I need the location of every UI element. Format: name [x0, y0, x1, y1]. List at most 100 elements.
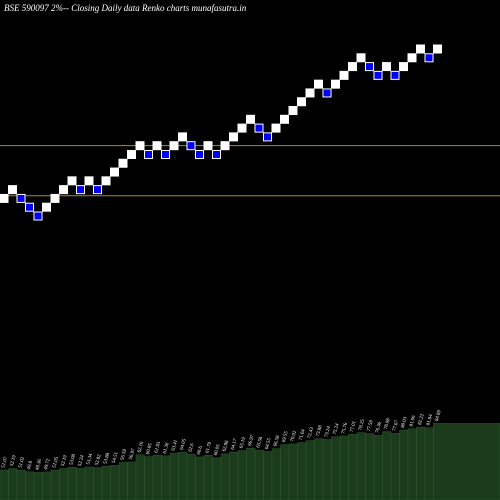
lower-bar: [433, 423, 500, 500]
lower-bar: [229, 451, 239, 500]
down-brick: [144, 149, 153, 159]
lower-bar: [186, 453, 196, 500]
down-brick: [195, 149, 204, 159]
lower-bar: [59, 468, 69, 500]
lower-bar: [220, 453, 230, 500]
lower-label: 62.16: [137, 441, 145, 454]
lower-bar: [33, 472, 43, 500]
up-brick: [118, 158, 128, 168]
lower-label: 51.02: [18, 456, 26, 469]
up-brick: [0, 193, 9, 203]
lower-bar: [93, 467, 103, 500]
lower-label: 64.55: [265, 437, 273, 450]
up-brick: [305, 88, 315, 98]
lower-bar: [135, 454, 145, 500]
down-brick: [186, 141, 196, 151]
lower-bar: [161, 455, 171, 500]
lower-label: 65.58: [256, 436, 264, 449]
lower-label: 77.67: [392, 419, 400, 432]
lower-bar: [407, 428, 417, 500]
lower-bar: [101, 465, 111, 500]
lower-bar: [314, 438, 324, 500]
up-brick: [271, 123, 281, 133]
lower-bar: [280, 444, 290, 500]
lower-bar: [118, 462, 128, 500]
down-brick: [33, 211, 43, 221]
up-brick: [382, 62, 391, 72]
up-brick: [42, 202, 51, 212]
lower-bar: [152, 454, 162, 500]
lower-bar: [84, 466, 94, 500]
up-brick: [288, 106, 298, 116]
lower-bar: [144, 456, 154, 500]
lower-bar: [42, 471, 52, 500]
lower-label: 77.58: [367, 419, 375, 432]
down-brick: [25, 202, 34, 212]
lower-label: 82.22: [418, 413, 426, 426]
down-brick: [424, 53, 434, 63]
up-brick: [246, 114, 255, 124]
lower-label: 84.89: [435, 409, 443, 422]
up-brick: [101, 176, 111, 186]
lower-label: 64.17: [231, 438, 239, 451]
lower-label: 81.06: [409, 415, 417, 428]
lower-bar: [169, 452, 179, 500]
lower-label: 61.79: [205, 441, 213, 454]
up-brick: [152, 141, 162, 151]
lower-label: 61.36: [163, 442, 171, 455]
lower-label: 60.85: [146, 442, 154, 455]
lower-bar: [67, 467, 77, 500]
lower-label: 72.43: [307, 426, 315, 439]
lower-label: 62.6: [188, 442, 195, 452]
lower-bar: [382, 431, 392, 500]
down-brick: [93, 185, 102, 195]
lower-label: 70.02: [290, 430, 298, 443]
lower-label: 76.36: [375, 421, 383, 434]
lower-label: 64.05: [180, 438, 188, 451]
down-brick: [390, 70, 400, 80]
down-brick: [212, 149, 221, 159]
up-brick: [59, 185, 68, 195]
lower-bar: [50, 469, 60, 500]
lower-bar: [76, 468, 86, 500]
up-brick: [348, 62, 357, 72]
up-brick: [314, 79, 323, 89]
lower-bar: [331, 436, 341, 500]
lower-bar: [348, 434, 358, 500]
lower-label: 56.59: [120, 448, 128, 461]
lower-label: 75.24: [333, 423, 341, 436]
lower-label: 53.34: [86, 453, 94, 466]
up-brick: [339, 70, 349, 80]
lower-label: 66.97: [248, 434, 256, 447]
lower-label: 63.41: [171, 439, 179, 452]
lower-label: 54.51: [112, 451, 120, 464]
lower-label: 53.08: [69, 453, 77, 466]
lower-bar: [127, 461, 137, 500]
lower-label: 65.19: [239, 436, 247, 449]
lower-bar: [399, 429, 409, 500]
lower-bar: [365, 433, 375, 500]
lower-bar: [390, 433, 400, 500]
lower-label: 78.25: [358, 418, 366, 431]
lower-label: 69.55: [282, 430, 290, 443]
lower-label: 71.04: [299, 428, 307, 441]
lower-label: 53.88: [103, 452, 111, 465]
down-brick: [322, 88, 332, 98]
lower-label: 49.72: [44, 458, 52, 471]
lower-bar: [263, 451, 273, 500]
lower-bar: [195, 456, 205, 500]
lower-bar: [178, 451, 188, 500]
lower-label: 49.36: [35, 458, 43, 471]
up-brick: [416, 44, 425, 54]
lower-label: 73.88: [316, 424, 324, 437]
up-brick: [127, 149, 136, 159]
down-brick: [365, 62, 374, 72]
lower-bar: [416, 426, 426, 500]
lower-label: 60.6: [197, 445, 204, 455]
lower-bar: [212, 457, 222, 500]
lower-label: 52.24: [78, 454, 86, 467]
lower-label: 56.97: [129, 448, 137, 461]
lower-bar: [424, 427, 434, 500]
down-brick: [373, 70, 383, 80]
lower-label: 51.05: [52, 456, 60, 469]
